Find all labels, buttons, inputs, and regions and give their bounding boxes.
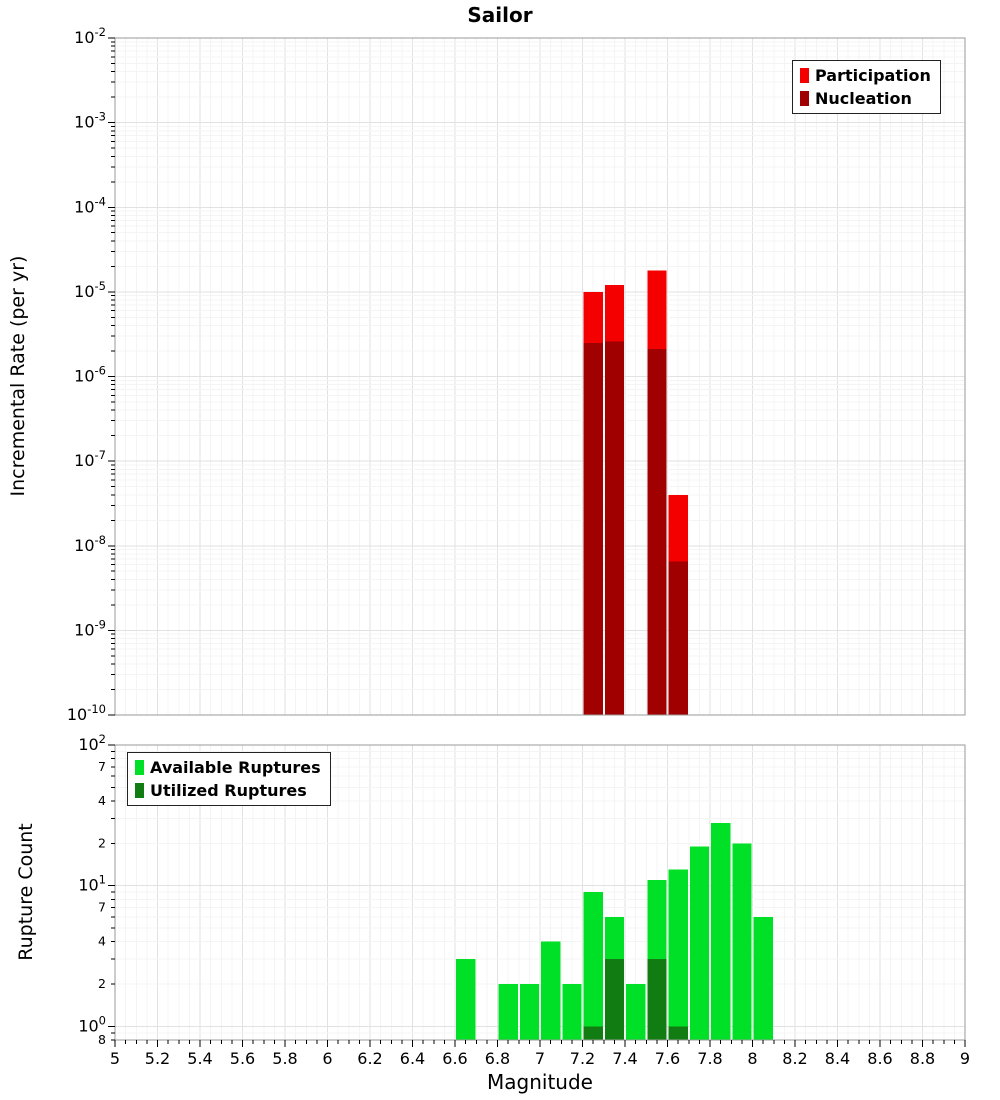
legend-label-nucleation: Nucleation — [815, 89, 912, 108]
participation-swatch — [800, 68, 809, 83]
svg-text:6: 6 — [322, 1049, 332, 1068]
legend-item-participation: Participation — [800, 66, 931, 85]
available-ruptures-swatch — [135, 760, 144, 775]
bottom-y-axis-label: Rupture Count — [15, 823, 37, 961]
svg-text:101: 101 — [78, 873, 106, 895]
legend-ruptures: Available Ruptures Utilized Ruptures — [127, 752, 331, 806]
svg-text:7: 7 — [98, 899, 106, 914]
svg-text:10-6: 10-6 — [74, 364, 106, 386]
svg-text:5: 5 — [110, 1049, 120, 1068]
svg-text:5.6: 5.6 — [230, 1049, 255, 1068]
chart-title: Sailor — [467, 3, 533, 27]
legend-label-participation: Participation — [815, 66, 931, 85]
svg-text:10-5: 10-5 — [74, 279, 106, 301]
svg-text:8.8: 8.8 — [910, 1049, 935, 1068]
legend-item-utilized-ruptures: Utilized Ruptures — [135, 781, 321, 800]
legend-label-available-ruptures: Available Ruptures — [150, 758, 321, 777]
svg-text:8.2: 8.2 — [782, 1049, 807, 1068]
svg-text:10-4: 10-4 — [74, 194, 106, 216]
svg-text:10-2: 10-2 — [74, 25, 106, 47]
top-y-axis-label: Incremental Rate (per yr) — [7, 255, 29, 497]
legend-item-nucleation: Nucleation — [800, 89, 931, 108]
svg-text:2: 2 — [98, 976, 106, 991]
svg-text:6.4: 6.4 — [400, 1049, 425, 1068]
svg-text:102: 102 — [78, 732, 106, 754]
svg-text:8.6: 8.6 — [867, 1049, 892, 1068]
svg-text:7: 7 — [535, 1049, 545, 1068]
svg-text:8: 8 — [747, 1049, 757, 1068]
legend-label-utilized-ruptures: Utilized Ruptures — [150, 781, 307, 800]
svg-text:5.2: 5.2 — [145, 1049, 170, 1068]
svg-text:5.4: 5.4 — [187, 1049, 212, 1068]
svg-text:6.6: 6.6 — [442, 1049, 467, 1068]
legend-rate: Participation Nucleation — [792, 60, 941, 114]
svg-text:5.8: 5.8 — [272, 1049, 297, 1068]
svg-text:6.2: 6.2 — [357, 1049, 382, 1068]
utilized-ruptures-swatch — [135, 783, 144, 798]
svg-text:8: 8 — [98, 1032, 106, 1047]
svg-text:10-8: 10-8 — [74, 533, 106, 555]
svg-text:100: 100 — [78, 1013, 106, 1035]
svg-text:10-3: 10-3 — [74, 110, 106, 132]
svg-text:7.8: 7.8 — [697, 1049, 722, 1068]
svg-text:7: 7 — [98, 759, 106, 774]
svg-text:6.8: 6.8 — [485, 1049, 510, 1068]
svg-text:7.4: 7.4 — [612, 1049, 637, 1068]
legend-item-available-ruptures: Available Ruptures — [135, 758, 321, 777]
svg-text:9: 9 — [960, 1049, 970, 1068]
x-axis-label: Magnitude — [487, 1070, 593, 1094]
svg-text:2: 2 — [98, 835, 106, 850]
svg-text:4: 4 — [98, 934, 106, 949]
svg-text:10-9: 10-9 — [74, 617, 106, 639]
svg-text:7.6: 7.6 — [655, 1049, 680, 1068]
svg-text:7.2: 7.2 — [570, 1049, 595, 1068]
svg-text:10-10: 10-10 — [67, 702, 106, 724]
nucleation-swatch — [800, 91, 809, 106]
svg-text:4: 4 — [98, 793, 106, 808]
svg-text:8.4: 8.4 — [825, 1049, 850, 1068]
svg-text:10-7: 10-7 — [74, 448, 106, 470]
